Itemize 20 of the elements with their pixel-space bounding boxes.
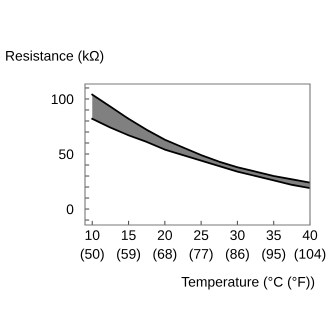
x-tick-label: 35 bbox=[266, 230, 281, 240]
x2-tick-label: (68) bbox=[153, 248, 176, 262]
x2-tick-label: (77) bbox=[190, 248, 213, 262]
x2-tick-label: (50) bbox=[80, 248, 104, 262]
x-tick-label: 15 bbox=[122, 230, 136, 240]
y-axis-title: Resistance (kΩ) bbox=[6, 50, 104, 64]
x-tick-label: 20 bbox=[158, 230, 172, 240]
y-tick-label: 50 bbox=[58, 149, 74, 160]
x-tick-label: 10 bbox=[86, 230, 100, 240]
x2-tick-label: (86) bbox=[226, 248, 249, 262]
line-series bbox=[91, 118, 310, 190]
x-tick-label: 25 bbox=[194, 230, 208, 240]
y-tick-label: 100 bbox=[52, 94, 74, 104]
x2-tick-label: (59) bbox=[117, 248, 140, 262]
x-axis-title: Temperature (°C (°F)) bbox=[182, 276, 314, 290]
x-tick-label: 40 bbox=[302, 230, 318, 240]
y-tick-label: 0 bbox=[66, 204, 74, 214]
x2-tick-label: (104) bbox=[294, 248, 326, 262]
x2-tick-label: (95) bbox=[262, 248, 286, 262]
x-tick-label: 30 bbox=[230, 230, 245, 240]
